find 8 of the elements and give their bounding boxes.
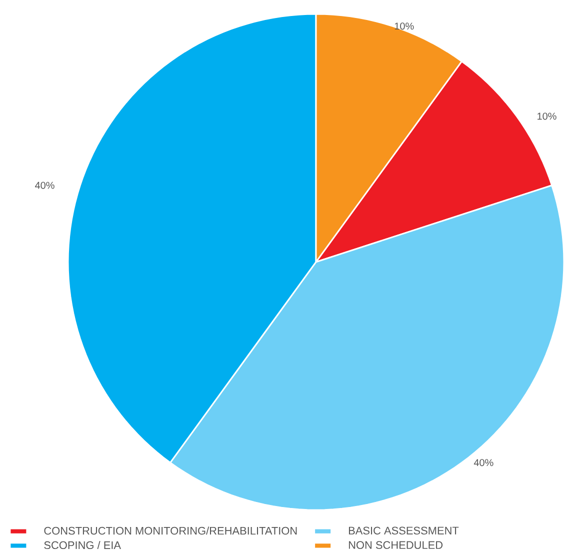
legend-label: NON SCHEDULED	[348, 541, 443, 549]
data-label: 40%	[35, 182, 54, 189]
legend-label: BASIC ASSESSMENT	[348, 526, 459, 534]
data-label: 10%	[394, 22, 414, 30]
legend-label: CONSTRUCTION MONITORING/REHABILITATION	[44, 526, 297, 535]
data-label: 10%	[538, 112, 556, 120]
legend-label: SCOPING / EIA	[44, 541, 121, 550]
data-label: 40%	[474, 459, 494, 466]
